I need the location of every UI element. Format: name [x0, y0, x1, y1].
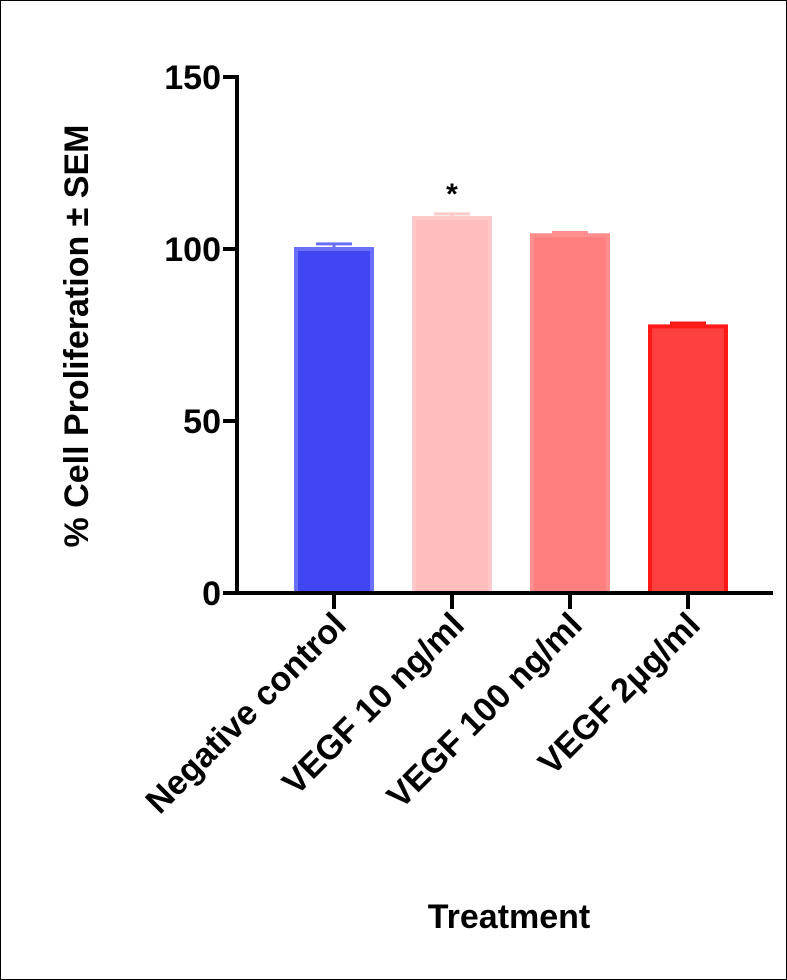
x-axis-title: Treatment	[428, 898, 591, 936]
y-axis-title-sem: SEM	[58, 125, 96, 199]
plus-minus-icon: ±	[58, 208, 96, 227]
bar	[412, 216, 492, 595]
bar	[530, 233, 610, 596]
significance-asterisk: *	[446, 178, 458, 211]
y-axis-title: % Cell Proliferation ± SEM	[58, 125, 96, 548]
y-tick-label: 50	[183, 403, 221, 441]
annotations: *	[446, 178, 458, 211]
y-tick-label: 100	[164, 231, 221, 269]
x-tick-label: Negative control	[138, 606, 353, 821]
bar	[294, 247, 374, 595]
y-axis-title-main: % Cell Proliferation	[58, 236, 96, 548]
x-tick-label: VEGF 100 ng/ml	[380, 606, 590, 816]
bar	[648, 324, 728, 595]
y-axis-ticks: 0 50 100 150	[164, 59, 237, 613]
y-tick-label: 0	[202, 575, 221, 613]
y-tick-label: 150	[164, 59, 221, 97]
bars	[294, 216, 728, 596]
error-bars	[316, 212, 706, 327]
